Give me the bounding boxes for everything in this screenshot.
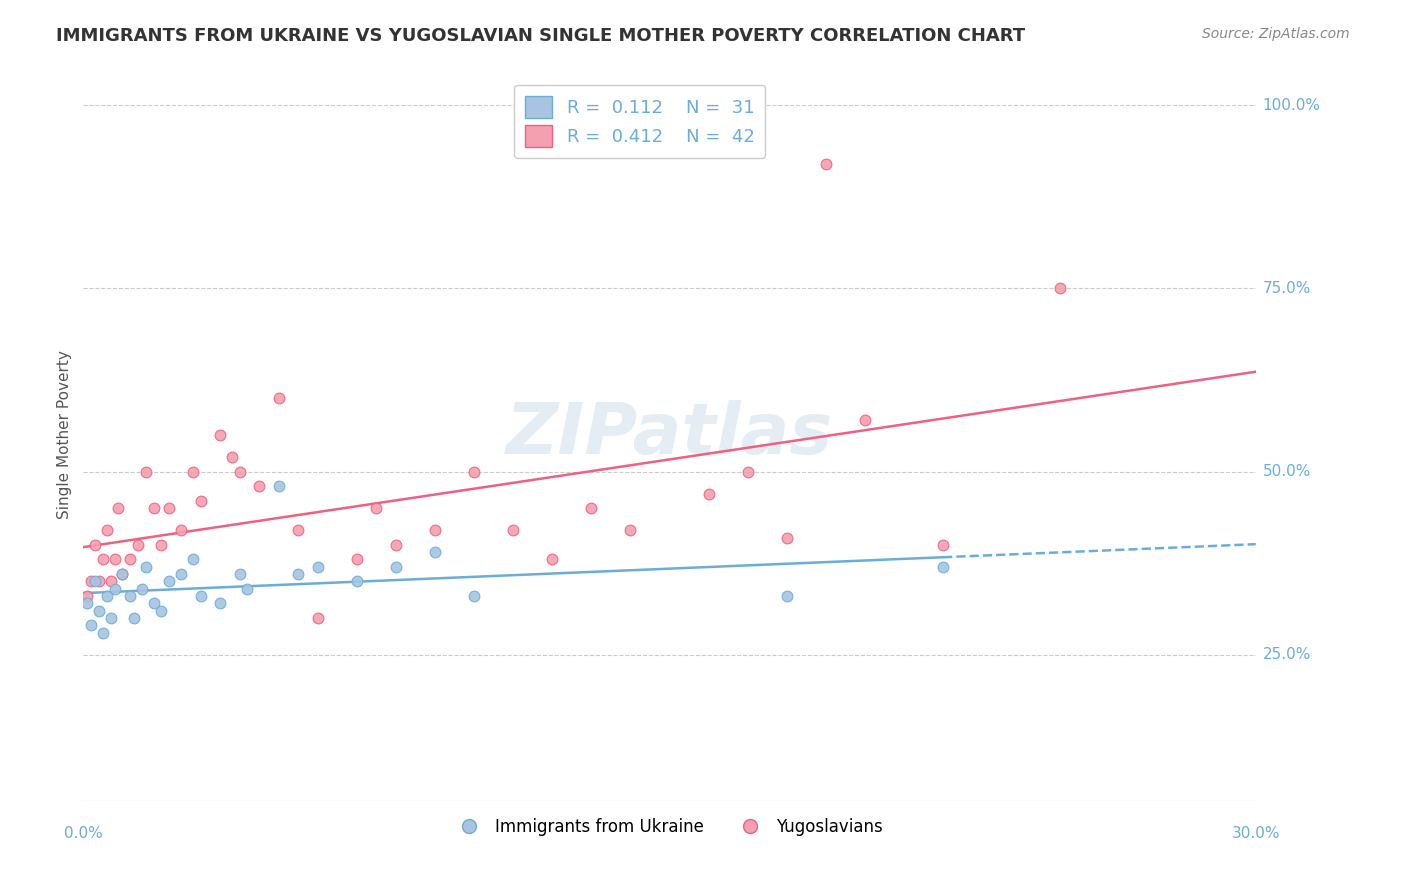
Point (423, 523, 446, 537)
Point (100, 611, 122, 625)
Point (236, 582, 259, 596)
Point (150, 604, 173, 618)
Point (80, 618, 103, 632)
Point (135, 559, 157, 574)
Point (131, 582, 153, 596)
Point (91, 552, 114, 566)
Point (463, 589, 485, 603)
Point (385, 559, 408, 574)
Point (111, 567, 134, 582)
Point (170, 523, 193, 537)
Point (932, 538, 955, 552)
Point (170, 567, 193, 582)
Point (502, 523, 524, 537)
Point (142, 501, 165, 516)
Point (103, 552, 125, 566)
Point (76, 597, 98, 611)
Point (267, 479, 290, 493)
Point (120, 552, 142, 566)
Point (181, 552, 204, 566)
Point (346, 574, 368, 589)
Point (307, 611, 329, 625)
Point (111, 567, 134, 582)
Point (157, 501, 180, 516)
Point (84, 538, 107, 552)
Point (127, 538, 149, 552)
Text: 0.0%: 0.0% (63, 826, 103, 841)
Point (247, 479, 270, 493)
Point (87, 574, 110, 589)
Point (776, 531, 799, 545)
Point (80, 574, 103, 589)
Point (463, 465, 485, 479)
Point (209, 597, 232, 611)
Point (776, 589, 799, 603)
Point (135, 465, 157, 479)
Text: Source: ZipAtlas.com: Source: ZipAtlas.com (1202, 27, 1350, 41)
Point (181, 465, 204, 479)
Point (96, 523, 118, 537)
Y-axis label: Single Mother Poverty: Single Mother Poverty (58, 351, 72, 519)
Text: 25.0%: 25.0% (1263, 648, 1310, 662)
Point (142, 597, 165, 611)
Point (228, 465, 250, 479)
Point (122, 611, 145, 625)
Point (366, 501, 388, 516)
Point (287, 523, 309, 537)
Point (120, 589, 142, 603)
Point (107, 501, 129, 516)
Point (287, 567, 309, 582)
Point (697, 486, 720, 500)
Point (150, 538, 173, 552)
Point (190, 589, 212, 603)
Point (228, 567, 250, 582)
Point (581, 501, 603, 516)
Point (737, 465, 759, 479)
Point (103, 582, 125, 596)
Point (157, 574, 180, 589)
Point (76, 589, 98, 603)
Point (619, 523, 641, 537)
Point (541, 552, 564, 566)
Point (814, 157, 837, 171)
Point (932, 559, 955, 574)
Point (91, 625, 114, 640)
Point (84, 574, 107, 589)
Point (853, 413, 876, 427)
Point (87, 604, 110, 618)
Point (209, 428, 232, 442)
Point (346, 552, 368, 566)
Text: 75.0%: 75.0% (1263, 281, 1310, 296)
Point (221, 450, 243, 464)
Text: ZIPatlas: ZIPatlas (506, 401, 834, 469)
Text: IMMIGRANTS FROM UKRAINE VS YUGOSLAVIAN SINGLE MOTHER POVERTY CORRELATION CHART: IMMIGRANTS FROM UKRAINE VS YUGOSLAVIAN S… (56, 27, 1025, 45)
Point (1049, 281, 1071, 295)
Point (100, 574, 122, 589)
Point (267, 392, 290, 406)
Point (385, 538, 408, 552)
Text: 30.0%: 30.0% (1232, 826, 1279, 841)
Text: 100.0%: 100.0% (1263, 97, 1320, 112)
Text: 50.0%: 50.0% (1263, 464, 1310, 479)
Point (423, 545, 446, 559)
Point (190, 494, 212, 508)
Point (307, 559, 329, 574)
Legend: R =  0.112    N =  31, R =  0.412    N =  42: R = 0.112 N = 31, R = 0.412 N = 42 (515, 85, 765, 158)
Point (96, 589, 118, 603)
